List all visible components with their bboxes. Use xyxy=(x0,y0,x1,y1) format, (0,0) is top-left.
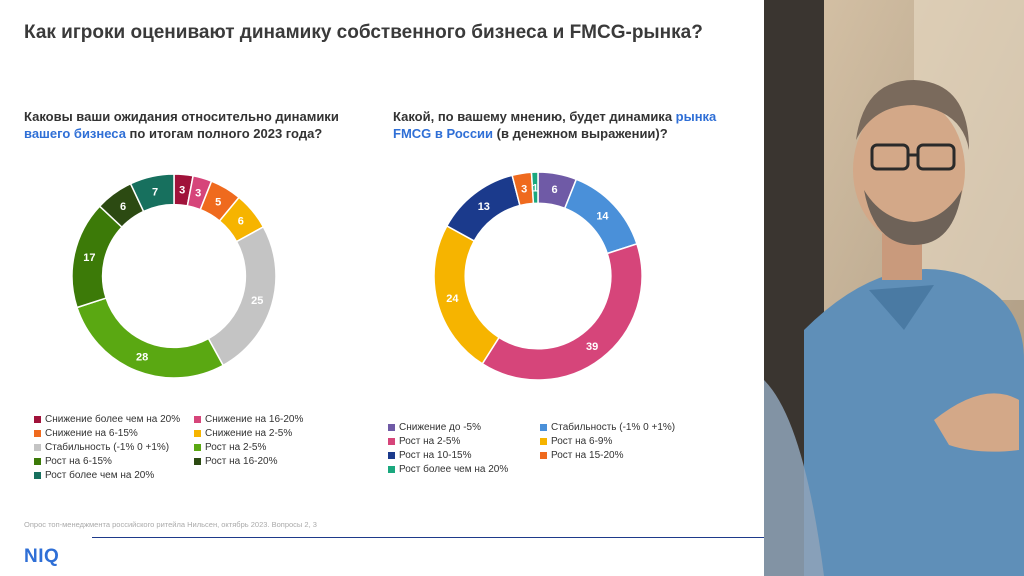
donut2-data-label-4: 13 xyxy=(478,201,490,213)
legend1-swatch-3 xyxy=(194,430,201,437)
businessman-photo-image xyxy=(764,0,1024,576)
business-chart-legend: Снижение более чем на 20% Снижение на 16-… xyxy=(34,414,354,481)
legend1-label-5: Рост на 2-5% xyxy=(205,442,267,453)
legend2-swatch-6 xyxy=(388,466,395,473)
donut1-slice-4 xyxy=(207,225,277,367)
question-business-text-1: Каковы ваши ожидания относительно динами… xyxy=(24,109,339,124)
legend1-item-8: Рост более чем на 20% xyxy=(34,470,194,481)
legend2-swatch-1 xyxy=(540,424,547,431)
legend2-item-3: Рост на 6-9% xyxy=(540,436,700,447)
question-market-text-1: Какой, по вашему мнению, будет динамика xyxy=(393,109,676,124)
legend2-item-2: Рост на 2-5% xyxy=(388,436,540,447)
legend2-swatch-5 xyxy=(540,452,547,459)
legend2-item-1: Стабильность (-1% 0 +1%) xyxy=(540,422,700,433)
donut1-data-label-2: 5 xyxy=(215,196,221,208)
legend1-item-2: Снижение на 6-15% xyxy=(34,428,194,439)
legend2-swatch-0 xyxy=(388,424,395,431)
niq-logo: NIQ xyxy=(24,546,60,567)
photo-businessman xyxy=(764,0,1024,576)
legend1-label-7: Рост на 16-20% xyxy=(205,456,278,467)
legend2-item-6: Рост более чем на 20% xyxy=(388,464,540,475)
donut1-slice-6 xyxy=(71,205,124,309)
donut1-slice-5 xyxy=(76,297,225,379)
question-business: Каковы ваши ожидания относительно динами… xyxy=(24,108,364,142)
donut2-data-label-2: 39 xyxy=(586,341,598,353)
donut1-data-label-0: 3 xyxy=(179,185,185,197)
donut1-data-label-4: 25 xyxy=(251,295,263,307)
question-market-text-2: (в денежном выражении)? xyxy=(493,126,668,141)
legend1-item-1: Снижение на 16-20% xyxy=(194,414,354,425)
legend1-swatch-1 xyxy=(194,416,201,423)
donut2-data-label-5: 3 xyxy=(521,184,527,196)
page-title: Как игроки оценивают динамику собственно… xyxy=(24,22,703,43)
question-business-highlight: вашего бизнеса xyxy=(24,126,126,141)
donut2-data-label-1: 14 xyxy=(596,210,609,222)
donut1-data-label-3: 6 xyxy=(238,216,244,228)
legend2-label-1: Стабильность (-1% 0 +1%) xyxy=(551,422,676,433)
legend1-swatch-4 xyxy=(34,444,41,451)
legend1-label-6: Рост на 6-15% xyxy=(45,456,112,467)
legend2-label-2: Рост на 2-5% xyxy=(399,436,461,447)
market-dynamics-donut-chart: 6 14 39 24 13 3 1 xyxy=(433,171,643,381)
legend1-label-3: Снижение на 2-5% xyxy=(205,428,293,439)
source-footnote: Опрос топ-менеджмента российского ритейл… xyxy=(24,520,317,529)
donut2-slice-3 xyxy=(433,224,501,365)
legend2-label-3: Рост на 6-9% xyxy=(551,436,613,447)
legend1-item-5: Рост на 2-5% xyxy=(194,442,354,453)
question-market: Какой, по вашему мнению, будет динамика … xyxy=(393,108,743,142)
legend1-item-6: Рост на 6-15% xyxy=(34,456,194,467)
legend1-item-7: Рост на 16-20% xyxy=(194,456,354,467)
donut2-slice-2 xyxy=(481,242,643,381)
donut2-data-label-6: 1 xyxy=(532,183,538,195)
business-dynamics-donut-chart: 3 3 5 6 25 28 17 6 7 xyxy=(71,173,277,379)
donut1-slice-8 xyxy=(129,173,175,213)
market-chart-legend: Снижение до -5% Стабильность (-1% 0 +1%) Р… xyxy=(388,422,700,475)
legend1-label-2: Снижение на 6-15% xyxy=(45,428,138,439)
legend1-label-8: Рост более чем на 20% xyxy=(45,470,155,481)
legend1-item-3: Снижение на 2-5% xyxy=(194,428,354,439)
donut1-data-label-6: 17 xyxy=(83,252,95,264)
legend2-item-5: Рост на 15-20% xyxy=(540,450,700,461)
legend1-swatch-8 xyxy=(34,472,41,479)
legend2-item-4: Рост на 10-15% xyxy=(388,450,540,461)
legend2-item-0: Снижение до -5% xyxy=(388,422,540,433)
donut2-data-label-3: 24 xyxy=(446,293,459,305)
legend1-swatch-5 xyxy=(194,444,201,451)
legend2-label-0: Снижение до -5% xyxy=(399,422,481,433)
legend1-label-4: Стабильность (-1% 0 +1%) xyxy=(45,442,170,453)
donut2-data-label-0: 6 xyxy=(552,184,558,196)
donut2-slice-6 xyxy=(530,171,539,205)
legend1-label-1: Снижение на 16-20% xyxy=(205,414,304,425)
legend2-label-5: Рост на 15-20% xyxy=(551,450,624,461)
legend1-swatch-0 xyxy=(34,416,41,423)
legend1-item-0: Снижение более чем на 20% xyxy=(34,414,194,425)
question-business-text-2: по итогам полного 2023 года? xyxy=(125,126,323,141)
legend1-item-4: Стабильность (-1% 0 +1%) xyxy=(34,442,194,453)
donut1-data-label-8: 7 xyxy=(152,186,158,198)
legend1-swatch-7 xyxy=(194,458,201,465)
donut1-data-label-5: 28 xyxy=(136,352,148,364)
legend2-swatch-2 xyxy=(388,438,395,445)
legend2-label-6: Рост более чем на 20% xyxy=(399,464,509,475)
question-market-highlight: рынка FMCG в России xyxy=(393,109,717,141)
legend1-label-0: Снижение более чем на 20% xyxy=(45,414,181,425)
legend2-swatch-4 xyxy=(388,452,395,459)
donut1-data-label-7: 6 xyxy=(120,201,126,213)
legend1-swatch-2 xyxy=(34,430,41,437)
legend2-label-4: Рост на 10-15% xyxy=(399,450,472,461)
legend2-swatch-3 xyxy=(540,438,547,445)
legend1-swatch-6 xyxy=(34,458,41,465)
footer-divider xyxy=(92,537,764,538)
donut1-data-label-1: 3 xyxy=(195,188,201,200)
